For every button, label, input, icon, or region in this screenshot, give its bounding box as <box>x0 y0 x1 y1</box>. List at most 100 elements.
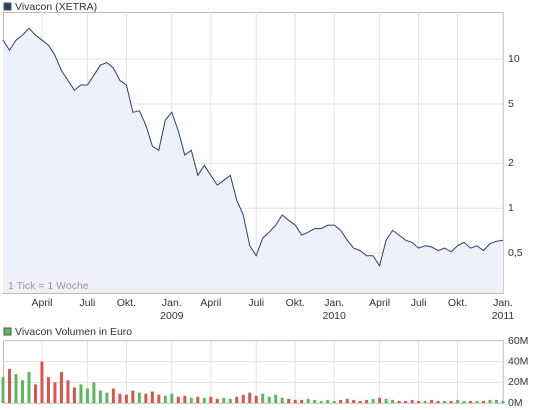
volume-bar <box>98 390 102 403</box>
x-tick-label: Juli <box>80 297 96 309</box>
volume-bar <box>144 393 148 403</box>
y-tick-label: 60M <box>508 335 528 347</box>
volume-bar <box>482 400 486 403</box>
annotation: 1 Tick = 1 Woche <box>8 280 89 292</box>
x-tick-label: Juli <box>248 297 264 309</box>
legend-label: Vivacon (XETRA) <box>15 1 97 13</box>
price-line <box>2 27 504 268</box>
x-tick-label: Okt. <box>448 297 467 309</box>
volume-bar <box>157 394 161 403</box>
volume-bar <box>183 395 187 403</box>
volume-bar <box>118 393 122 403</box>
volume-bar <box>345 398 349 403</box>
legend-swatch <box>3 327 12 336</box>
y-tick-label: 0,5 <box>508 247 523 259</box>
volume-bar <box>300 399 304 403</box>
y-tick-label: 0M <box>508 397 523 409</box>
volume-bar <box>1 377 5 403</box>
volume-bar <box>170 393 174 403</box>
volume-bar <box>371 398 375 403</box>
volume-bar <box>339 399 343 403</box>
volume-bar <box>14 374 18 403</box>
volume-bar <box>53 382 57 403</box>
volume-bar <box>410 399 414 403</box>
volume-bar <box>150 391 154 403</box>
volume-bar <box>469 400 473 403</box>
volume-bar <box>131 390 135 403</box>
volume-bar <box>358 400 362 403</box>
volume-bar <box>222 397 226 403</box>
volume-bar <box>202 397 206 403</box>
volume-bar <box>46 377 50 403</box>
volume-bar <box>66 380 70 403</box>
volume-bar <box>33 384 37 403</box>
volume-bar <box>163 395 167 403</box>
y-tick-label: 5 <box>508 98 514 110</box>
volume-bar <box>176 396 180 403</box>
volume-bar <box>85 388 89 403</box>
x-tick-label: Jan. <box>162 297 182 309</box>
volume-bar <box>384 398 388 403</box>
volume-bar <box>124 394 128 403</box>
legend-label: Vivacon Volumen in Euro <box>15 326 132 338</box>
volume-bar <box>449 400 453 403</box>
volume-bar <box>137 392 141 403</box>
volume-bar <box>274 394 278 403</box>
x-tick-label: Okt. <box>286 297 305 309</box>
volume-bar <box>248 392 252 403</box>
volume-bar <box>332 400 336 403</box>
volume-bar <box>72 387 76 403</box>
x-tick-label: April <box>369 297 390 309</box>
x-tick-year: 2010 <box>322 310 346 322</box>
x-tick-label: April <box>31 297 52 309</box>
volume-bar <box>241 394 245 403</box>
volume-bar <box>228 398 232 403</box>
volume-bar <box>495 399 499 403</box>
volume-bar <box>462 400 466 403</box>
volume-bar <box>456 399 460 403</box>
volume-bar <box>430 399 434 403</box>
volume-bar <box>436 400 440 403</box>
volume-bar <box>417 400 421 403</box>
volume-bar <box>404 400 408 403</box>
volume-bar <box>254 395 258 403</box>
volume-bar <box>475 400 479 403</box>
y-tick-label: 20M <box>508 376 528 388</box>
x-tick-year: 2009 <box>160 310 184 322</box>
volume-bar <box>235 396 239 403</box>
volume-bar <box>501 400 505 403</box>
volume-bar <box>365 399 369 403</box>
volume-bar <box>280 397 284 403</box>
y-tick-label: 40M <box>508 355 528 367</box>
volume-bar <box>391 399 395 403</box>
volume-bar <box>40 361 44 403</box>
volume-bar <box>7 368 11 403</box>
volume-bar <box>313 399 317 403</box>
volume-bar <box>326 399 330 403</box>
x-tick-label: April <box>200 297 221 309</box>
volume-bar <box>397 400 401 403</box>
x-tick-label: Jan. <box>324 297 344 309</box>
volume-panel <box>3 340 504 404</box>
volume-bar <box>443 400 447 403</box>
y-tick-label: 10 <box>508 53 520 65</box>
volume-bar <box>267 396 271 403</box>
volume-bar <box>189 397 193 403</box>
volume-bar <box>111 388 115 403</box>
volume-bar <box>319 400 323 403</box>
volume-bar <box>196 396 200 403</box>
volume-bar <box>488 399 492 403</box>
volume-bar <box>215 398 219 403</box>
volume-bar <box>293 399 297 403</box>
volume-bar <box>423 400 427 403</box>
volume-bar <box>352 399 356 403</box>
volume-bar <box>92 382 96 403</box>
x-tick-label: Okt. <box>117 297 136 309</box>
volume-bar <box>378 397 382 403</box>
x-tick-year: 2011 <box>492 310 515 322</box>
volume-bar <box>306 398 310 403</box>
volume-bar <box>20 380 24 403</box>
x-tick-label: Jan. <box>493 297 513 309</box>
volume-bar <box>209 396 213 403</box>
